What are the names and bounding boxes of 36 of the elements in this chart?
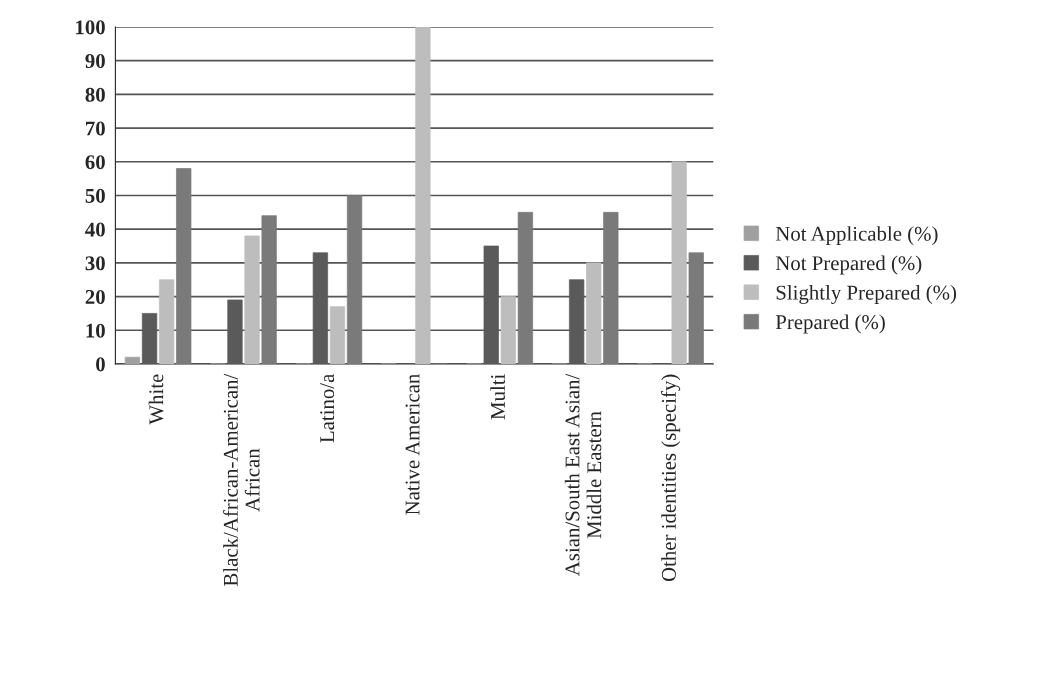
x-tick-label: White [148, 374, 164, 425]
legend-label: Not Applicable (%) [775, 226, 938, 246]
x-tick-label: Black/African-American/ African [222, 373, 260, 586]
y-tick-label: 40 [85, 222, 105, 237]
y-tick-label: 100 [76, 20, 105, 35]
bar [688, 252, 704, 364]
x-tick-label: Latino/a [320, 373, 335, 443]
bar [261, 215, 277, 364]
x-tick-label: Asian/South East Asian/ Middle Eastern [564, 373, 602, 577]
y-tick-label: 60 [85, 155, 105, 170]
y-tick-label: 80 [85, 87, 105, 102]
y-tick-label: 30 [85, 256, 105, 271]
legend-label: Not Prepared (%) [775, 255, 922, 275]
bar [159, 279, 175, 364]
y-tick-label: 90 [85, 54, 105, 69]
bar [517, 211, 534, 364]
bar [346, 195, 363, 364]
y-tick-label: 50 [85, 188, 105, 203]
y-tick-label: 10 [86, 323, 105, 338]
bar [244, 235, 260, 364]
y-tick-label: 20 [85, 289, 105, 304]
legend-label: Prepared (%) [775, 314, 885, 334]
legend-label: Slightly Prepared (%) [776, 285, 957, 304]
bar [586, 262, 602, 364]
bar [329, 306, 346, 364]
bar [603, 211, 619, 364]
bar [500, 296, 516, 364]
x-tick-label: Native American [405, 374, 420, 515]
y-tick-label: 0 [96, 357, 105, 372]
y-tick-label: 70 [86, 121, 105, 136]
bar [124, 356, 141, 364]
x-tick-label: Multi [490, 374, 505, 420]
bar [176, 168, 192, 364]
bar [415, 26, 431, 364]
bar [671, 161, 687, 364]
x-tick-label: Other identities (specify) [661, 374, 681, 582]
